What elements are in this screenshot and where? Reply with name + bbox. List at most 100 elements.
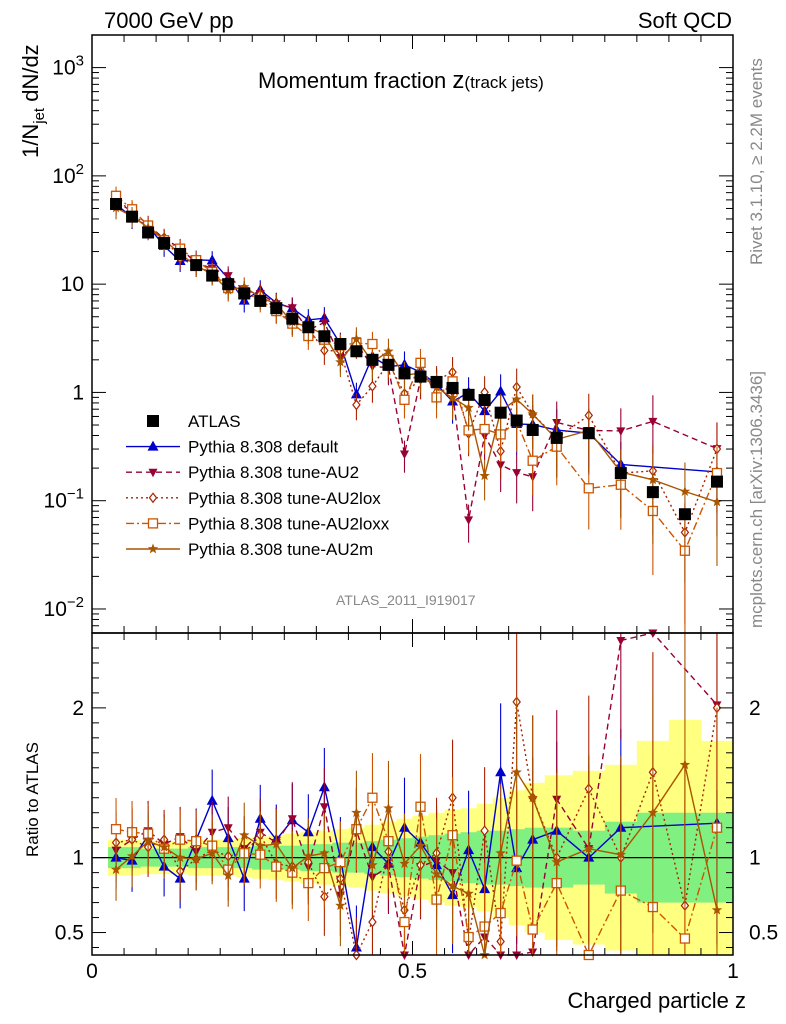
legend-marker-AU2: [148, 468, 158, 478]
ratio-point-AU2loxx: [511, 855, 522, 866]
x-tick-label: 0: [86, 960, 98, 983]
ratio-point-AU2m: [511, 766, 522, 777]
ratio-point-AU2m: [447, 880, 458, 891]
legend-label-data: ATLAS: [188, 412, 241, 431]
data-point-atlas: [270, 302, 283, 315]
data-point-atlas: [126, 210, 139, 223]
data-point-atlas: [334, 338, 347, 351]
legend-marker-data: [147, 415, 159, 427]
point-AU2: [464, 516, 474, 525]
ratio-point-AU2m: [351, 807, 362, 818]
ratio-point-AU2m: [190, 853, 202, 864]
legend-label-default: Pythia 8.308 default: [188, 438, 339, 457]
point-AU2lox: [368, 380, 377, 392]
data-point-atlas: [350, 345, 363, 358]
point-AU2m: [351, 333, 362, 344]
ratio-band-layer: [92, 719, 734, 955]
y-tick-label-ratio: 2: [72, 697, 84, 720]
point-AU2m: [479, 470, 490, 481]
data-point-atlas: [550, 431, 563, 444]
data-point-atlas: [710, 475, 723, 488]
x-tick-label: 1: [727, 960, 739, 983]
y-tick-label-ratio: 0.5: [55, 922, 84, 945]
ratio-point-AU2: [287, 815, 297, 824]
ratio-point-AU2m: [142, 835, 154, 846]
data-point-atlas: [142, 226, 155, 239]
data-point-atlas: [286, 312, 299, 325]
ratio-point-AU2loxx: [367, 792, 378, 803]
ratio-point-AU2m: [271, 838, 282, 849]
point-AU2loxx: [527, 455, 538, 466]
ratio-point-AU2loxx: [527, 924, 538, 935]
legend-label-AU2: Pythia 8.308 tune-AU2: [188, 463, 359, 482]
data-point-atlas: [510, 414, 523, 427]
ratio-point-AU2m: [583, 843, 594, 854]
point-AU2loxx: [367, 338, 378, 350]
ratio-point-AU2m: [383, 802, 394, 813]
ratio-series-layer: [110, 629, 723, 961]
ratio-point-AU2m: [287, 862, 298, 873]
y-tick-label-top: 10: [61, 273, 84, 296]
ratio-axis-label: Ratio to ATLAS: [23, 742, 42, 857]
data-point-atlas: [398, 367, 411, 380]
point-AU2m: [647, 474, 659, 485]
point-AU2loxx: [479, 423, 490, 435]
data-point-atlas: [206, 269, 219, 282]
data-point-atlas: [414, 370, 427, 383]
ratio-point-AU2m: [319, 847, 330, 858]
header-process: Soft QCD: [638, 8, 732, 33]
ratio-point-AU2m: [174, 852, 186, 863]
legend-label-AU2lox: Pythia 8.308 tune-AU2lox: [188, 489, 381, 508]
ratio-point-AU2m: [223, 870, 234, 881]
ratio-point-AU2m: [615, 849, 627, 860]
data-point-atlas: [190, 259, 203, 272]
data-point-atlas: [366, 353, 379, 366]
data-point-atlas: [614, 467, 627, 480]
point-AU2: [648, 417, 658, 427]
data-point-atlas: [646, 486, 659, 499]
data-point-atlas: [302, 321, 315, 334]
data-point-atlas: [158, 236, 171, 249]
ratio-point-AU2m: [207, 847, 218, 858]
series-line-AU2m: [115, 207, 718, 503]
point-AU2m: [711, 496, 723, 507]
point-AU2lox: [352, 399, 361, 411]
data-point-atlas: [382, 358, 395, 371]
legend-marker-AU2loxx: [147, 518, 159, 529]
point-AU2m: [463, 402, 474, 413]
ratio-point-AU2loxx: [679, 933, 691, 944]
ratio-point-AU2m: [399, 858, 410, 869]
ratio-point-AU2m: [158, 841, 170, 852]
point-default: [495, 385, 507, 396]
point-AU2m: [679, 486, 691, 496]
series-line-default: [115, 203, 718, 473]
point-AU2: [512, 469, 522, 478]
analysis-id: ATLAS_2011_I919017: [336, 592, 476, 608]
point-AU2m: [383, 345, 394, 356]
ratio-point-AU2m: [495, 847, 506, 858]
ratio-point-AU2m: [647, 807, 659, 818]
legend-marker-default: [147, 440, 159, 451]
mcplots-label: mcplots.cern.ch [arXiv:1306.3436]: [747, 371, 766, 628]
point-AU2m: [511, 393, 522, 404]
ratio-point-AU2m: [335, 900, 346, 910]
legend: ATLAS Pythia 8.308 default Pythia 8.308 tu…: [126, 412, 390, 559]
data-point-atlas: [582, 427, 595, 440]
point-AU2: [319, 319, 329, 328]
point-AU2: [616, 427, 626, 436]
plot-title: Momentum fraction z(track jets): [258, 67, 544, 94]
ratio-point-AU2m: [463, 888, 474, 898]
ratio-point-AU2m: [551, 856, 562, 867]
y-tick-label-ratio-right: 2: [749, 697, 761, 720]
point-AU2loxx: [399, 394, 410, 405]
ratio-point-AU2: [319, 803, 329, 812]
ratio-point-AU2m: [239, 829, 250, 840]
point-AU2m: [335, 356, 346, 367]
y-tick-label-top: 1: [72, 381, 84, 404]
header-energy: 7000 GeV pp: [104, 8, 234, 33]
data-point-atlas: [678, 508, 691, 521]
data-point-atlas: [478, 394, 491, 407]
point-AU2: [399, 450, 409, 459]
